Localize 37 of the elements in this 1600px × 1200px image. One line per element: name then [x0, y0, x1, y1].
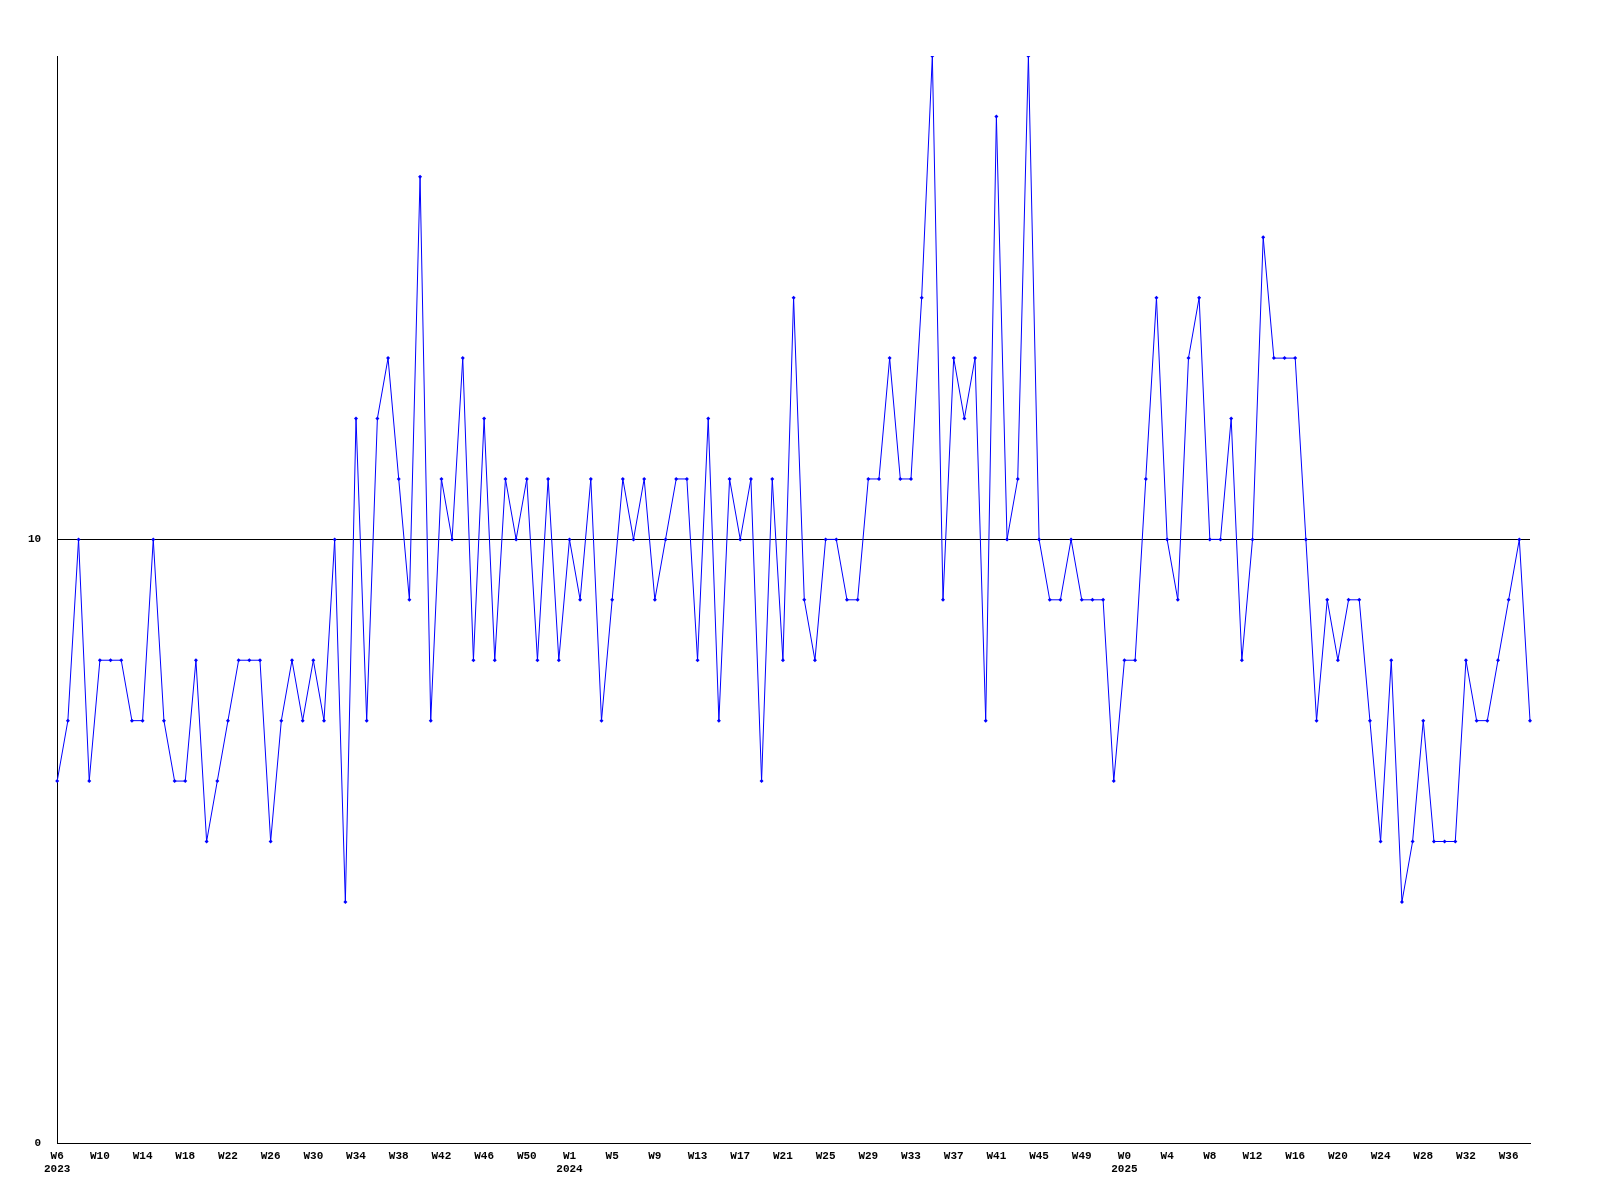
x-tick-label: W0 2025	[1111, 1149, 1139, 1176]
x-tick-label: W36	[1498, 1149, 1519, 1162]
x-tick-label: W30	[303, 1149, 324, 1162]
x-tick-label: W13	[687, 1149, 708, 1162]
x-tick-label: W29	[858, 1149, 879, 1162]
x-tick-label: W34	[346, 1149, 367, 1162]
x-tick-label: W46	[474, 1149, 495, 1162]
x-tick-label: W50	[516, 1149, 537, 1162]
x-tick-label: W20	[1327, 1149, 1348, 1162]
x-tick-label: W32	[1456, 1149, 1476, 1162]
x-tick-label: W26	[260, 1149, 281, 1162]
x-tick-label: W5	[605, 1149, 620, 1162]
x-tick-label: W4	[1160, 1149, 1175, 1162]
x-tick-label: W42	[431, 1149, 452, 1162]
x-tick-label: W25	[815, 1149, 836, 1162]
x-tick-label: W21	[773, 1149, 794, 1162]
x-tick-label: W16	[1285, 1149, 1306, 1162]
x-tick-label: W17	[730, 1149, 751, 1162]
x-tick-label: W6 2023	[44, 1149, 71, 1176]
x-tick-label: W24	[1370, 1149, 1391, 1162]
x-tick-label: W45	[1029, 1149, 1050, 1162]
x-tick-label: W22	[218, 1149, 238, 1162]
x-tick-label: W28	[1413, 1149, 1434, 1162]
x-tick-label: W33	[901, 1149, 922, 1162]
x-tick-label: W38	[388, 1149, 410, 1162]
y-tick-label: 10	[28, 533, 42, 546]
x-tick-label: W37	[943, 1149, 964, 1162]
x-tick-label: W8	[1203, 1149, 1217, 1162]
x-tick-label: W14	[132, 1149, 153, 1162]
x-tick-label: W10	[89, 1149, 110, 1162]
x-tick-label: W49	[1071, 1149, 1092, 1162]
x-tick-label: W12	[1242, 1149, 1263, 1162]
x-tick-label: W41	[986, 1149, 1007, 1162]
y-tick-label: 0	[34, 1137, 42, 1150]
x-tick-label: W18	[175, 1149, 196, 1162]
x-tick-label: W9	[648, 1149, 662, 1162]
x-tick-label: W1 2024	[556, 1149, 584, 1176]
